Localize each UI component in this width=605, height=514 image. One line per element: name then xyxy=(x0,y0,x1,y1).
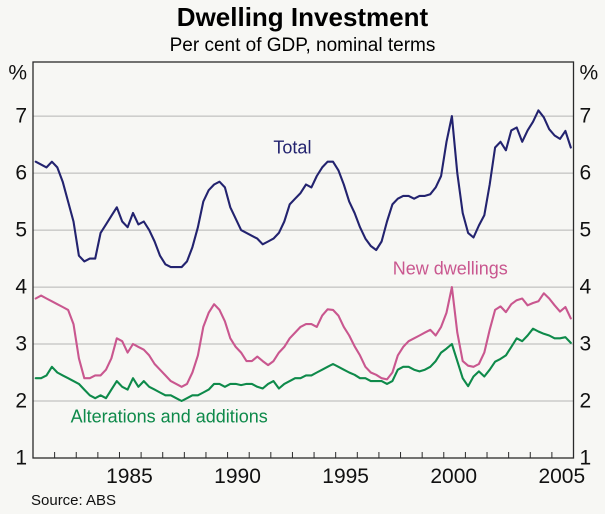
y-axis-label-left-7: 7 xyxy=(15,105,27,128)
y-axis-label-right-6: 6 xyxy=(580,162,592,185)
y-axis-label-left-5: 5 xyxy=(15,219,27,242)
y-axis-unit-left: % xyxy=(8,62,27,85)
y-axis-label-left-6: 6 xyxy=(15,162,27,185)
y-axis-label-left-1: 1 xyxy=(15,447,27,470)
y-axis-label-right-2: 2 xyxy=(580,390,592,413)
axis-labels-group: % % 7 7 6 6 5 5 4 4 3 3 2 2 1 1 1985 1990 1995 2000 2005 xyxy=(8,62,598,489)
series-line-total xyxy=(34,109,572,269)
source-note: Source: ABS xyxy=(31,492,117,509)
series-labels-group: Total New dwellings Alterations and additi… xyxy=(71,137,508,426)
x-axis-label-1995: 1995 xyxy=(322,465,369,488)
x-axis-label-2005: 2005 xyxy=(538,465,585,488)
x-axis-label-1985: 1985 xyxy=(106,465,153,488)
chart-subtitle: Per cent of GDP, nominal terms xyxy=(169,35,436,56)
y-axis-label-left-4: 4 xyxy=(15,276,27,299)
axes-group xyxy=(32,61,575,459)
y-axis-label-right-5: 5 xyxy=(580,219,592,242)
series-label-new-dwellings: New dwellings xyxy=(393,258,508,278)
series-line-alterations-and-additions xyxy=(34,327,572,403)
x-axis-label-2000: 2000 xyxy=(430,465,477,488)
plot-border xyxy=(32,61,575,459)
series-label-alterations-and-additions: Alterations and additions xyxy=(71,406,268,426)
y-axis-label-right-1: 1 xyxy=(580,447,592,470)
y-axis-label-right-4: 4 xyxy=(580,276,592,299)
y-axis-label-left-2: 2 xyxy=(15,390,27,413)
y-axis-label-right-7: 7 xyxy=(580,105,592,128)
y-axis-label-right-3: 3 xyxy=(580,333,592,356)
series-label-total: Total xyxy=(273,137,311,157)
chart-title: Dwelling Investment xyxy=(176,2,429,32)
series-line-new-dwellings xyxy=(34,286,572,388)
x-axis-label-1990: 1990 xyxy=(214,465,261,488)
series-lines-group xyxy=(34,109,572,403)
y-axis-label-left-3: 3 xyxy=(15,333,27,356)
y-axis-unit-right: % xyxy=(580,62,599,85)
